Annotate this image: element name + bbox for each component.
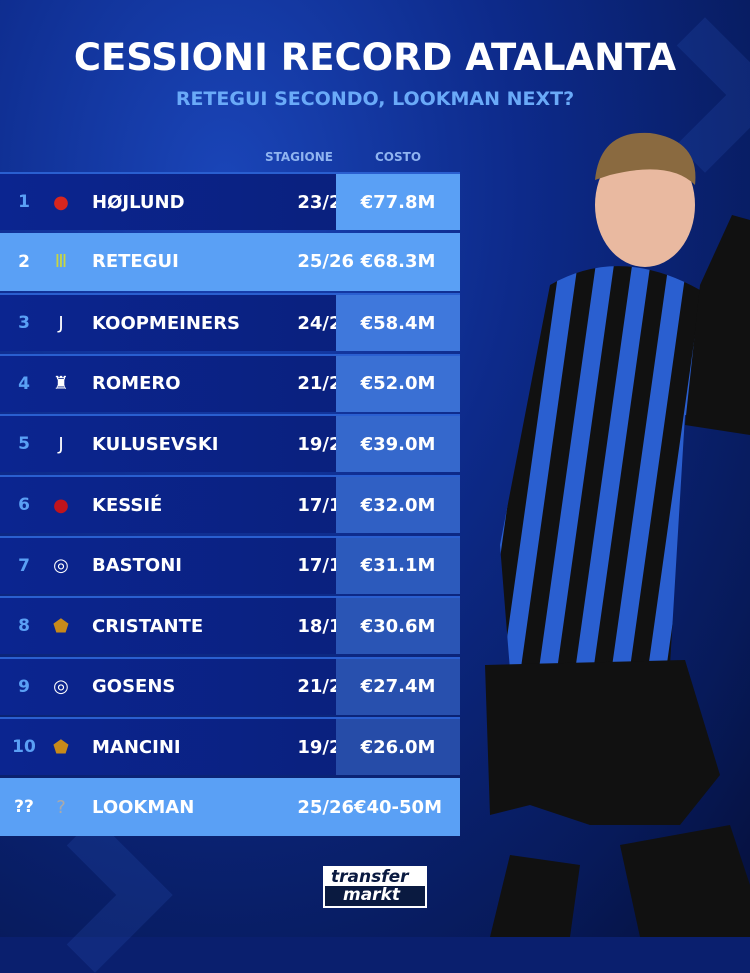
player-name: CRISTANTE <box>92 615 204 637</box>
transfer-cost: €77.8M <box>336 174 460 230</box>
transfermarkt-logo: transfer markt <box>323 866 427 908</box>
player-name: ROMERO <box>92 373 181 395</box>
rank: 6 <box>18 495 30 515</box>
juventus-crest-icon: J <box>58 312 64 334</box>
juventus-crest-icon: J <box>58 433 64 455</box>
table-row: 3 J KOOPMEINERS 24/25 €58.4M <box>0 293 460 352</box>
player-photo <box>485 132 750 937</box>
player-name: HØJLUND <box>92 191 185 213</box>
season: 25/26 <box>297 251 354 273</box>
player-name: KULUSEVSKI <box>92 433 219 455</box>
as-roma-crest-icon: ⬟ <box>53 736 69 758</box>
rank: 4 <box>18 373 30 394</box>
table-row: 7 ◎ BASTONI 17/18 €31.1M <box>0 535 460 594</box>
player-name: KESSIÉ <box>92 494 163 516</box>
rank: 7 <box>18 555 30 576</box>
inter-crest-icon: ◎ <box>53 555 69 577</box>
player-name: BASTONI <box>92 555 182 577</box>
ac-milan-crest-icon: ● <box>53 494 69 516</box>
table-row: 6 ● KESSIÉ 17/18 €32.0M <box>0 475 460 533</box>
player-name: LOOKMAN <box>92 796 195 818</box>
as-roma-crest-icon: ⬟ <box>53 615 69 637</box>
rank: 9 <box>18 676 30 697</box>
rank: 8 <box>18 616 30 637</box>
table-row: 9 ◎ GOSENS 21/22 €27.4M <box>0 656 460 715</box>
player-name: MANCINI <box>92 736 181 758</box>
transfer-cost: €58.4M <box>336 295 460 352</box>
rank: 5 <box>18 434 30 455</box>
transfer-cost: €31.1M <box>336 537 460 594</box>
tottenham-crest-icon: ♜ <box>52 373 70 395</box>
unknown-club-crest-icon: ? <box>56 796 66 818</box>
transfer-cost: €40-50M <box>353 796 442 818</box>
transfer-cost: €52.0M <box>336 355 460 412</box>
table-row: 2 Ⅲ RETEGUI 25/26 €68.3M <box>0 232 460 291</box>
table-row: 5 J KULUSEVSKI 19/20 €39.0M <box>0 414 460 473</box>
transfer-cost: €39.0M <box>336 416 460 473</box>
table-row: ?? ? LOOKMAN 25/26 €40-50M <box>0 778 460 836</box>
rank: 1 <box>18 192 30 212</box>
season-column-header: STAGIONE <box>265 150 333 164</box>
manchester-united-crest-icon: ● <box>53 191 69 213</box>
transfer-cost: €27.4M <box>336 658 460 715</box>
player-name: RETEGUI <box>92 251 179 273</box>
transfer-cost: €68.3M <box>360 251 436 273</box>
table-row: 4 ♜ ROMERO 21/22 €52.0M <box>0 353 460 412</box>
table-row: 10 ⬟ MANCINI 19/20 €26.0M <box>0 717 460 776</box>
rank: 3 <box>18 313 30 334</box>
rank: 10 <box>12 737 36 758</box>
table-row: 8 ⬟ CRISTANTE 18/19 €30.6M <box>0 596 460 655</box>
season: 25/26 <box>297 796 354 818</box>
rank: ?? <box>14 797 34 817</box>
rank: 2 <box>18 251 30 272</box>
page-title: CESSIONI RECORD ATALANTA <box>73 36 677 79</box>
page-subtitle: RETEGUI SECONDO, LOOKMAN NEXT? <box>175 88 575 110</box>
table-row: 1 ● HØJLUND 23/24 €77.8M <box>0 172 460 230</box>
transfer-cost: €26.0M <box>336 719 460 776</box>
inter-crest-icon: ◎ <box>53 676 69 698</box>
transfer-cost: €30.6M <box>336 598 460 655</box>
player-name: GOSENS <box>92 676 176 698</box>
player-name: KOOPMEINERS <box>92 312 241 334</box>
al-qadsiah-crest-icon: Ⅲ <box>54 251 68 273</box>
transfer-cost: €32.0M <box>336 477 460 533</box>
cost-column-header: COSTO <box>375 150 422 164</box>
